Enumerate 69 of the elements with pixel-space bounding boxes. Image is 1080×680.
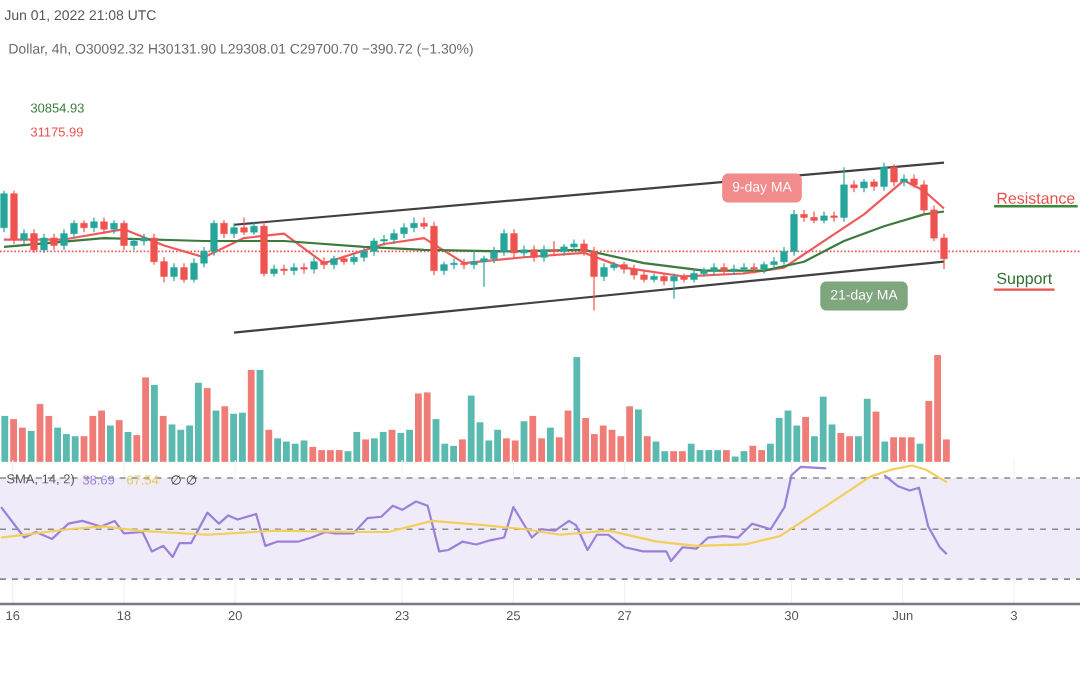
bar: [775, 418, 783, 462]
bar: [881, 441, 889, 462]
candlestick: [180, 262, 188, 283]
bar: [529, 415, 537, 462]
bar: [1, 415, 9, 462]
candlestick: [840, 166, 848, 223]
bar: [599, 425, 607, 462]
bar: [168, 424, 176, 462]
bar: [723, 450, 730, 462]
bar: [582, 418, 590, 462]
candlestick: [300, 262, 308, 275]
bar: [837, 432, 845, 462]
bar: [265, 429, 273, 462]
bar: [89, 415, 97, 462]
bar: [221, 406, 229, 462]
candlestick: [850, 179, 858, 193]
bar: [459, 439, 466, 462]
bar: [547, 427, 554, 462]
bar: [670, 451, 678, 462]
candlestick: [280, 264, 288, 276]
bar: [687, 443, 695, 462]
bar: [819, 396, 827, 462]
bar: [362, 439, 369, 462]
candlestick: [550, 240, 558, 257]
bar: [353, 431, 361, 462]
candlestick: [670, 272, 678, 300]
bar: [335, 450, 343, 462]
bar: [397, 432, 405, 462]
bar: [643, 436, 651, 462]
bar: [247, 369, 255, 462]
bar: [151, 384, 158, 462]
bar: [291, 443, 299, 462]
bar: [863, 398, 871, 462]
candlestick: [830, 210, 838, 223]
candlestick: [510, 228, 518, 258]
bar: [177, 429, 185, 462]
bar: [705, 450, 713, 462]
bar: [107, 425, 114, 462]
bar: [635, 409, 642, 462]
candlestick: [340, 255, 348, 266]
bar: [27, 430, 35, 462]
candlestick: [520, 244, 528, 258]
bar: [423, 392, 431, 462]
candlestick: [320, 256, 328, 270]
candlestick: [240, 216, 248, 236]
bar: [511, 440, 519, 462]
bar: [573, 357, 581, 462]
bar: [300, 440, 308, 462]
bar: [749, 445, 757, 462]
bar: [71, 436, 79, 462]
bar: [890, 437, 898, 462]
bar: [203, 388, 211, 462]
bar: [379, 431, 387, 462]
bar: [159, 415, 167, 462]
bar: [467, 395, 475, 462]
bar: [907, 437, 915, 462]
bar: [740, 451, 748, 462]
bar: [696, 450, 704, 462]
bar: [309, 446, 317, 462]
bar: [115, 420, 123, 462]
candlestick: [10, 190, 18, 245]
bar: [802, 416, 810, 462]
candlestick: [880, 162, 888, 192]
candlestick: [290, 262, 298, 276]
candlestick: [40, 233, 48, 254]
bar: [731, 456, 739, 462]
candlestick: [0, 190, 8, 233]
candlestick: [460, 258, 468, 270]
candlestick: [80, 219, 88, 233]
